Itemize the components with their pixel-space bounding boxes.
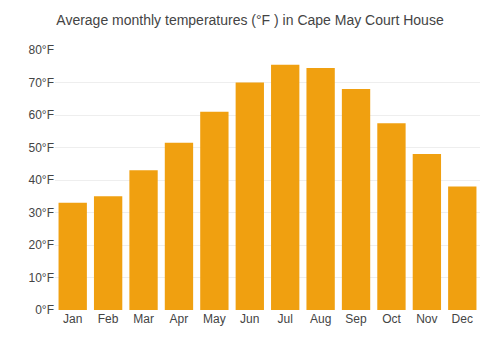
svg-text:Aug: Aug (310, 312, 331, 326)
svg-text:70°F: 70°F (29, 76, 54, 90)
svg-text:60°F: 60°F (29, 108, 54, 122)
svg-text:Dec: Dec (452, 312, 473, 326)
svg-text:Oct: Oct (382, 312, 401, 326)
svg-text:Jun: Jun (240, 312, 259, 326)
svg-text:Feb: Feb (98, 312, 119, 326)
svg-text:Nov: Nov (416, 312, 437, 326)
svg-text:40°F: 40°F (29, 173, 54, 187)
svg-text:Jan: Jan (63, 312, 82, 326)
svg-text:10°F: 10°F (29, 271, 54, 285)
svg-text:Average monthly temperatures (: Average monthly temperatures (°F ) in Ca… (56, 12, 444, 28)
svg-text:Jul: Jul (278, 312, 293, 326)
svg-text:20°F: 20°F (29, 238, 54, 252)
svg-text:30°F: 30°F (29, 206, 54, 220)
svg-text:0°F: 0°F (35, 303, 54, 317)
svg-text:Mar: Mar (133, 312, 154, 326)
svg-text:Sep: Sep (345, 312, 367, 326)
svg-text:Apr: Apr (170, 312, 189, 326)
svg-text:May: May (203, 312, 226, 326)
svg-text:50°F: 50°F (29, 141, 54, 155)
svg-text:80°F: 80°F (29, 43, 54, 57)
